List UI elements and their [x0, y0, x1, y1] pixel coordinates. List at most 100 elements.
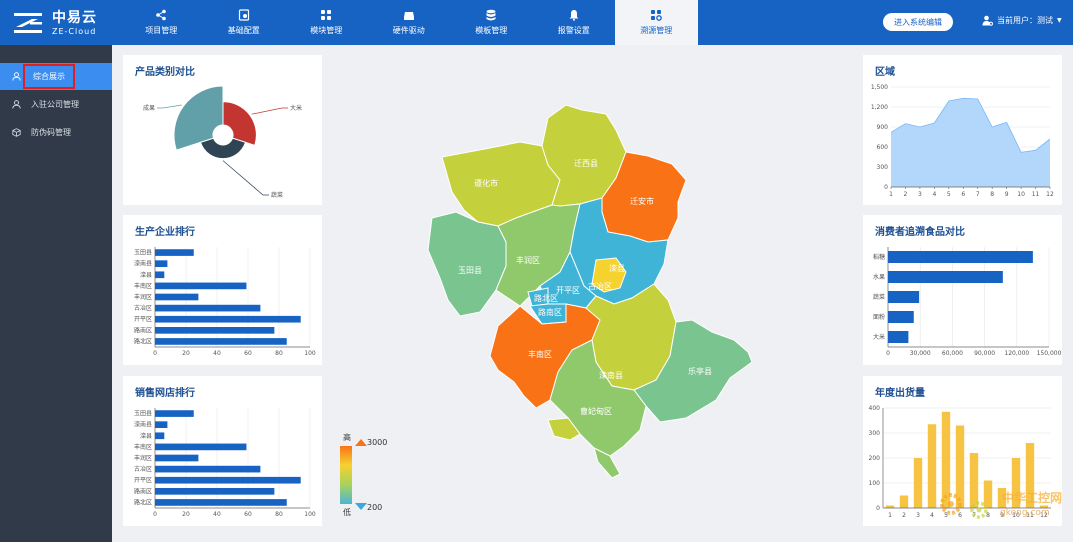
bar[interactable]	[913, 458, 923, 508]
x-tick-label: 0	[886, 350, 890, 357]
current-user-menu[interactable]: 当前用户：测试 ▼	[982, 15, 1062, 26]
pie-slice[interactable]	[199, 137, 247, 160]
x-tick-label: 60,000	[942, 350, 963, 357]
bar[interactable]	[997, 488, 1007, 508]
bar[interactable]	[1025, 443, 1035, 508]
database-icon	[486, 9, 496, 21]
map-region-yutian[interactable]	[427, 211, 507, 317]
x-tick-label: 30,000	[910, 350, 931, 357]
y-tick-label: 稻糖	[873, 253, 885, 261]
y-tick-label: 古冶区	[134, 304, 152, 312]
slice-label: 蔬菜	[271, 191, 283, 199]
consumer-bar-chart: 0 30,000 60,000 90,000 120,000 150,000 稻糖水果蔬菜面…	[873, 247, 1062, 357]
pie-slice[interactable]	[222, 101, 257, 146]
sidebar-item-anticounterfeit[interactable]: 防伪码管理	[0, 119, 112, 146]
x-tick-label: 3	[918, 191, 922, 198]
user-icon	[12, 72, 21, 81]
bar[interactable]	[955, 425, 965, 509]
grid-gear-icon	[651, 10, 663, 21]
bar[interactable]	[155, 476, 301, 484]
bar[interactable]	[155, 488, 275, 495]
legend-min-handle[interactable]	[355, 503, 367, 510]
y-tick-label: 1,500	[871, 84, 888, 91]
bar[interactable]	[888, 291, 920, 303]
x-tick-label: 12	[1046, 191, 1054, 198]
bar[interactable]	[155, 282, 247, 290]
bar[interactable]	[983, 480, 993, 509]
x-tick-label: 7	[976, 191, 980, 198]
map-label: 古冶区	[588, 281, 612, 291]
nav-item-alarm[interactable]: 报警设置	[533, 0, 616, 45]
bar[interactable]	[155, 271, 165, 279]
bar[interactable]	[155, 465, 261, 473]
map-region-guye[interactable]	[591, 257, 627, 293]
legend-max-handle[interactable]	[355, 439, 367, 446]
bar[interactable]	[941, 411, 951, 508]
nav-label: 基础配置	[227, 26, 260, 35]
x-tick-label: 40	[213, 511, 221, 518]
bar[interactable]	[927, 424, 937, 508]
panel-title: 年度出货量	[875, 388, 925, 399]
x-tick-label: 0	[153, 350, 157, 357]
bar[interactable]	[155, 260, 168, 267]
gear-watermark-icon	[940, 493, 988, 519]
map-label: 遵化市	[474, 178, 498, 188]
bar[interactable]	[155, 410, 194, 417]
map-region-laoting[interactable]	[633, 319, 753, 423]
nav-item-base-config[interactable]: 基础配置	[203, 0, 286, 45]
legend-high-label: 高	[343, 433, 351, 442]
nav-item-project[interactable]: 项目管理	[120, 0, 203, 45]
bar[interactable]	[155, 293, 199, 301]
sidebar-item-label: 综合展示	[23, 64, 75, 89]
bar[interactable]	[888, 331, 909, 343]
x-tick-label: 8	[990, 191, 994, 198]
sidebar-item-label: 入驻公司管理	[31, 100, 79, 109]
y-tick-label: 开平区	[134, 477, 152, 484]
nav-item-hardware[interactable]: 硬件驱动	[368, 0, 451, 45]
bar[interactable]	[155, 421, 168, 428]
panel-title: 区域	[875, 67, 895, 78]
bar[interactable]	[885, 505, 895, 509]
map-region-sea-strip	[547, 417, 581, 441]
bar[interactable]	[888, 271, 1003, 283]
label-leader-line	[222, 160, 269, 196]
nav-item-trace[interactable]: 溯源管理	[615, 0, 698, 45]
y-tick-label: 滦南县	[134, 421, 152, 429]
sidebar-item-companies[interactable]: 入驻公司管理	[0, 91, 112, 118]
enter-system-edit-button[interactable]: 进入系统编辑	[883, 13, 953, 31]
bar[interactable]	[155, 327, 275, 334]
user-gear-icon	[982, 15, 993, 26]
legend-low-label: 低	[343, 508, 351, 517]
bar[interactable]	[155, 499, 287, 506]
bar[interactable]	[155, 432, 165, 440]
brand-logo[interactable]: 中易云 ZE-Cloud	[12, 8, 97, 38]
pie-slice[interactable]	[173, 85, 224, 151]
bar[interactable]	[155, 454, 199, 462]
map-label: 路北区	[534, 293, 558, 303]
sidebar-item-overview[interactable]: 综合展示	[0, 63, 112, 90]
nav-item-module[interactable]: 模块管理	[285, 0, 368, 45]
region-panel: 区域 0 300 600 900 1,200 1,500 1 2 3 4 5 6 7 8 9 10 11 12	[863, 55, 1062, 205]
bar[interactable]	[888, 311, 914, 323]
x-tick-label: 4	[930, 512, 934, 519]
bar[interactable]	[155, 304, 261, 312]
brand-name-cn: 中易云	[52, 9, 97, 26]
bar[interactable]	[155, 338, 287, 345]
area-line[interactable]	[890, 97, 1051, 153]
settings-doc-icon	[238, 9, 249, 21]
nav-item-template[interactable]: 模板管理	[450, 0, 533, 45]
bar[interactable]	[1039, 505, 1049, 509]
bar[interactable]	[155, 315, 301, 323]
x-tick-label: 9	[1000, 512, 1004, 519]
bar[interactable]	[899, 495, 909, 509]
bar[interactable]	[1011, 458, 1021, 508]
panel-title: 生产企业排行	[135, 227, 195, 238]
bar[interactable]	[155, 249, 194, 256]
bar[interactable]	[888, 251, 1033, 263]
panel-title: 销售网店排行	[135, 388, 195, 399]
bar[interactable]	[969, 453, 979, 508]
x-tick-label: 6	[958, 512, 962, 519]
bar[interactable]	[155, 443, 247, 451]
